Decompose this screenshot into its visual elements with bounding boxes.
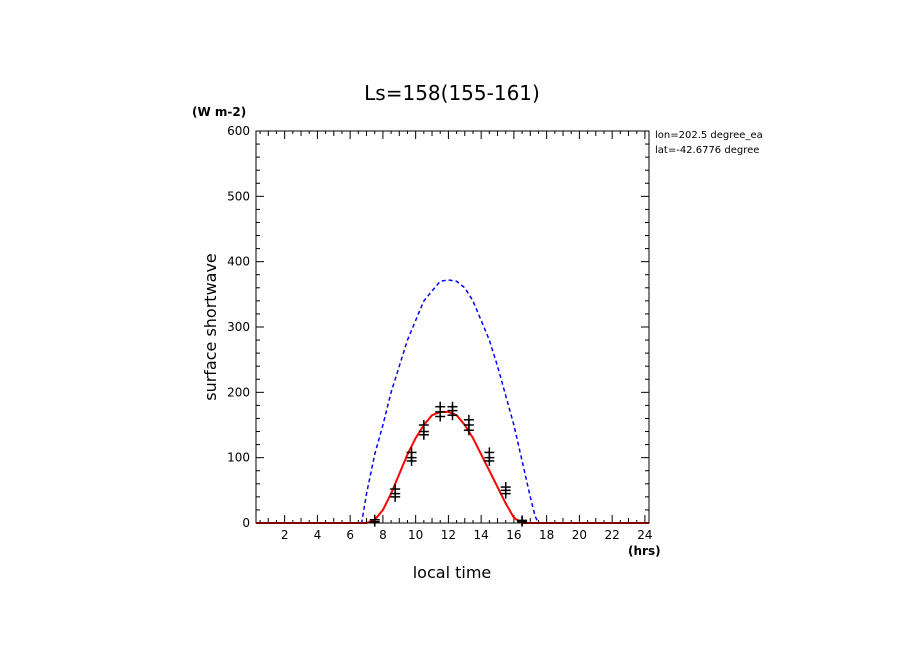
x-unit-label: (hrs)	[628, 544, 661, 558]
annotation-lon: lon=202.5 degree_ea	[655, 130, 763, 141]
x-tick-label: 18	[539, 528, 554, 542]
x-tick-label: 16	[506, 528, 521, 542]
data-point-marker	[406, 447, 417, 458]
data-point-marker	[390, 491, 401, 502]
x-tick-label: 10	[408, 528, 423, 542]
data-series	[256, 279, 649, 527]
data-point-marker	[484, 447, 495, 458]
chart-title: Ls=158(155-161)	[364, 81, 540, 105]
x-tick-label: 2	[281, 528, 289, 542]
x-tick-label: 8	[379, 528, 387, 542]
y-tick-label: 300	[227, 320, 250, 334]
data-point-marker	[406, 455, 417, 466]
y-tick-label: 400	[227, 255, 250, 269]
data-point-marker	[463, 425, 474, 436]
x-tick-label: 24	[637, 528, 652, 542]
data-point-marker	[517, 516, 528, 527]
data-point-marker	[418, 420, 429, 430]
y-unit-label: (W m-2)	[192, 105, 246, 119]
plot-frame	[255, 130, 650, 524]
x-tick-label: 6	[346, 528, 354, 542]
x-tick-label: 14	[474, 528, 489, 542]
annotation-lat: lat=-42.6776 degree	[655, 145, 759, 156]
x-tick-label: 22	[605, 528, 620, 542]
y-axis-label: surface shortwave	[201, 253, 220, 401]
data-point-marker	[447, 410, 458, 421]
data-point-marker	[435, 411, 446, 422]
y-tick-label: 200	[227, 385, 250, 399]
data-point-marker	[447, 401, 458, 412]
data-point-marker	[463, 414, 474, 425]
y-tick-label: 500	[227, 189, 250, 203]
y-tick-label: 0	[242, 516, 250, 530]
x-axis-label: local time	[413, 563, 492, 582]
x-tick-label: 20	[572, 528, 587, 542]
series-line-red	[256, 410, 649, 524]
y-tick-label: 100	[227, 451, 250, 465]
data-point-marker	[435, 401, 446, 412]
x-tick-label: 12	[441, 528, 456, 542]
data-point-marker	[418, 429, 429, 440]
data-point-marker	[500, 488, 511, 499]
data-point-marker	[369, 516, 380, 527]
data-point-marker	[484, 455, 495, 466]
series-line-blue-dashed	[256, 279, 649, 524]
y-tick-label: 600	[227, 124, 250, 138]
x-tick-label: 4	[314, 528, 322, 542]
